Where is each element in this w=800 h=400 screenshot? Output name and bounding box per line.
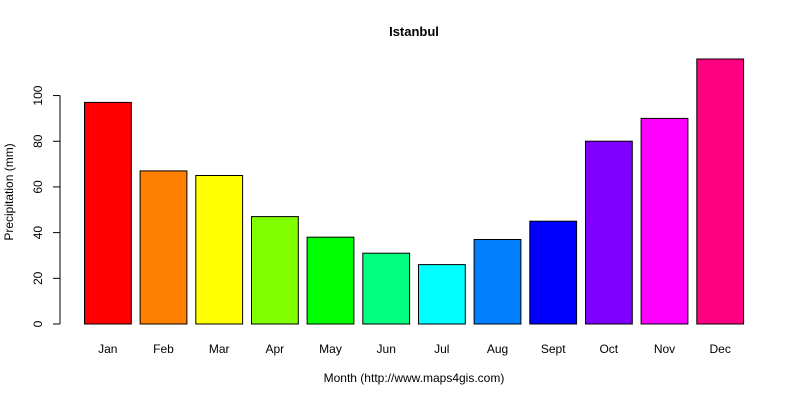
bar-may: [306, 236, 355, 325]
x-axis-tick-label: Apr: [265, 342, 284, 356]
bar-sept: [529, 220, 578, 325]
y-axis: 0 20 40 60 80 100: [31, 85, 61, 327]
bar-jun: [362, 252, 411, 325]
bar-mar: [195, 175, 244, 325]
x-axis-tick-label: Mar: [209, 342, 230, 356]
y-axis-tick-label: 60: [31, 180, 45, 194]
x-axis-tick-label: Jan: [98, 342, 117, 356]
y-axis-tick-label: 100: [31, 85, 45, 105]
x-axis-tick-label: Jun: [377, 342, 396, 356]
bar-oct: [585, 140, 633, 325]
bar-dec: [696, 58, 745, 325]
x-axis-tick-label: Dec: [710, 342, 731, 356]
x-axis-tick-label: Sept: [541, 342, 566, 356]
bar-feb: [139, 170, 188, 325]
x-axis-tick-label: May: [319, 342, 342, 356]
y-axis-tick-label: 40: [31, 226, 45, 240]
bar-jan: [84, 101, 132, 325]
x-axis-tick-label: Nov: [654, 342, 675, 356]
x-axis-tick-label: Feb: [153, 342, 174, 356]
x-axis-label: Month (http://www.maps4gis.com): [324, 371, 505, 385]
y-axis-tick-label: 20: [31, 271, 45, 285]
x-axis-tick-labels: Jan Feb Mar Apr May Jun Jul Aug Sept Oct Nov Dec: [98, 342, 731, 356]
x-axis-tick-label: Oct: [599, 342, 618, 356]
bar-apr: [251, 216, 299, 325]
bar-nov: [640, 117, 689, 325]
x-axis-tick-label: Jul: [434, 342, 449, 356]
y-axis-label: Precipitation (mm): [2, 143, 16, 240]
bar-series: [84, 58, 745, 325]
x-axis-tick-label: Aug: [487, 342, 508, 356]
y-axis-tick-label: 80: [31, 134, 45, 148]
bar-aug: [473, 239, 522, 325]
y-axis-tick-label: 0: [31, 320, 45, 327]
chart-title: Istanbul: [389, 24, 439, 39]
bar-jul: [418, 264, 466, 325]
